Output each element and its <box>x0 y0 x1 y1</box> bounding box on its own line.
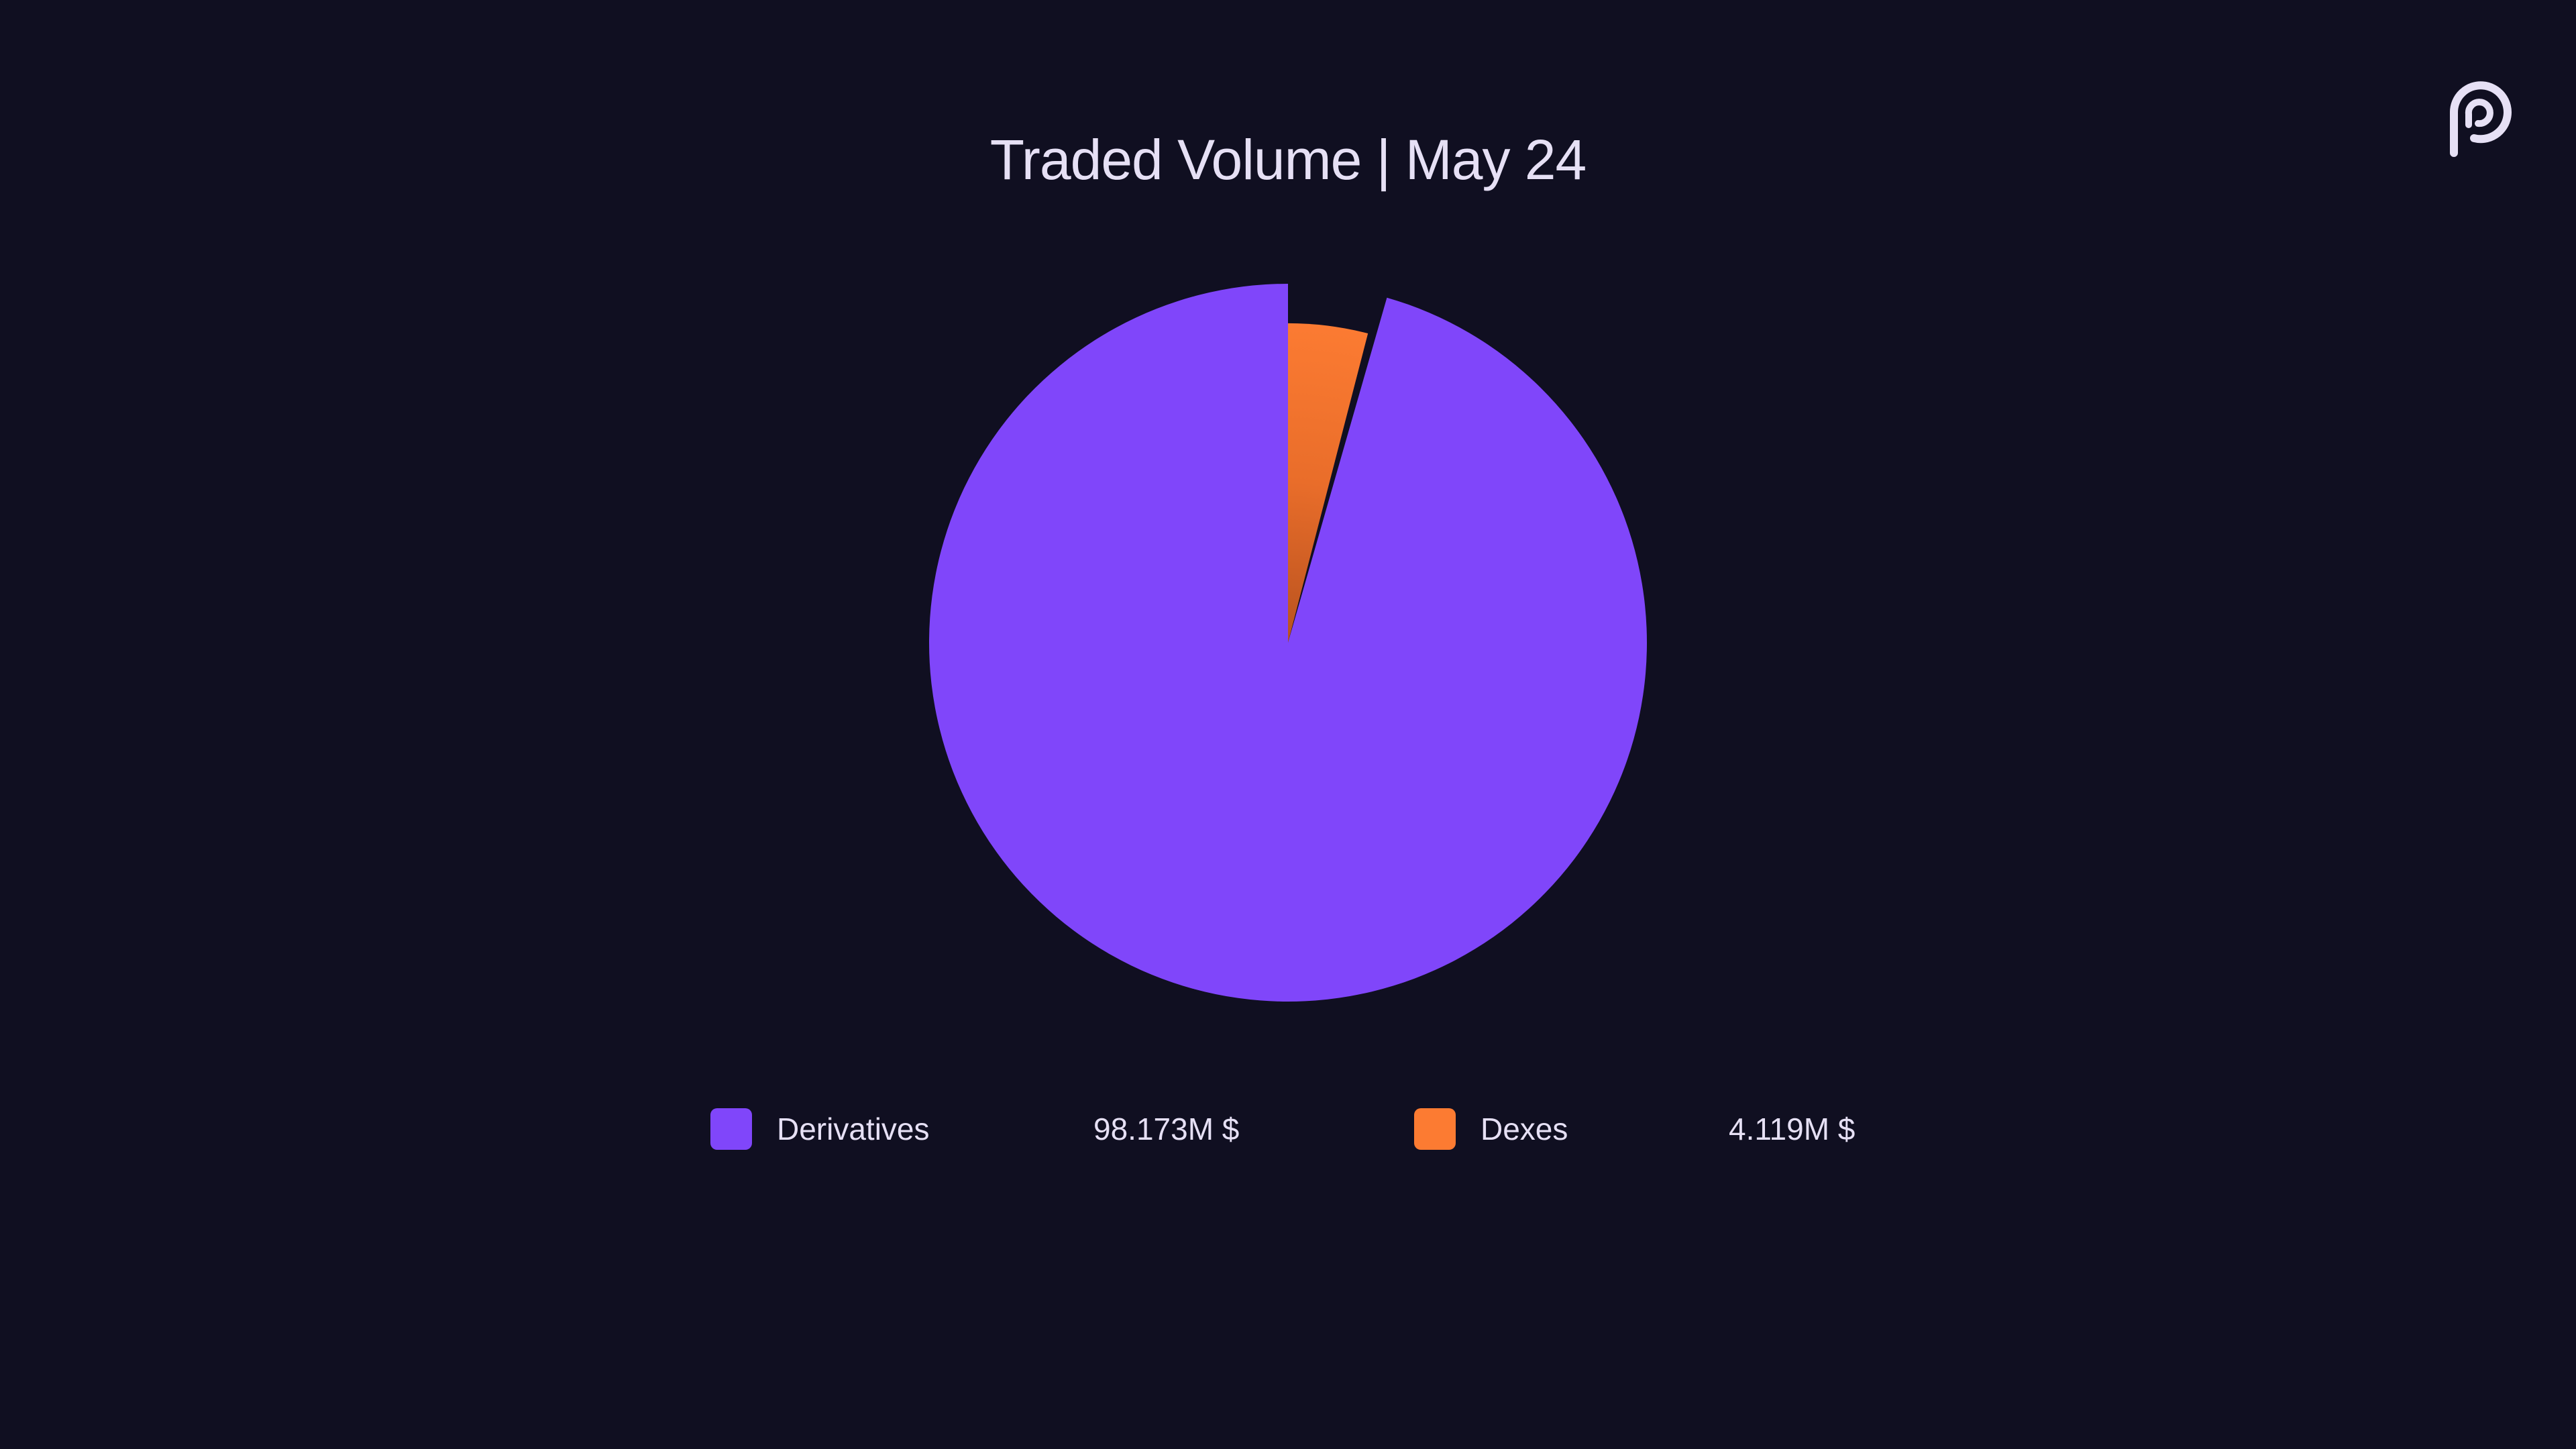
chart-title: Traded Volume | May 24 <box>989 128 1587 191</box>
pie-slice-derivatives <box>929 284 1648 1002</box>
legend-swatch-derivatives <box>710 1108 752 1150</box>
pie-slice-dexes <box>1288 323 1368 643</box>
legend-label-derivatives: Derivatives <box>777 1112 930 1146</box>
legend-label-dexes: Dexes <box>1481 1112 1568 1146</box>
legend-value-derivatives: 98.173M $ <box>1093 1112 1240 1146</box>
legend-swatch-dexes <box>1414 1108 1456 1150</box>
legend-value-dexes: 4.119M $ <box>1729 1112 1856 1146</box>
pyth-logo-icon <box>2434 72 2514 160</box>
